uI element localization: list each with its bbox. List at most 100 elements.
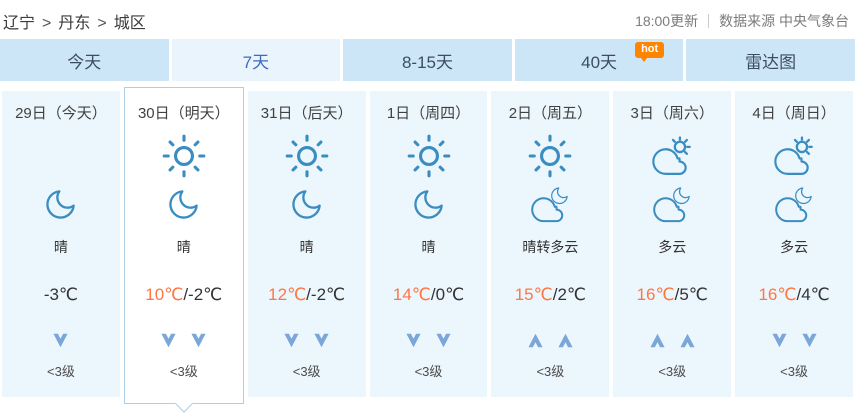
wind-arrow-up-icon [649,333,666,348]
tab-label: 40天 [581,52,618,72]
wind-arrow-up-icon [527,333,544,348]
moon-icon [292,189,321,219]
sun-icon [285,134,328,178]
day-date: 2日（周五） [508,105,593,122]
temp-separator: / [183,285,189,304]
day-date: 4日（周日） [752,105,836,122]
wind-direction-icons [248,323,366,357]
temp-low: 2℃ [557,285,587,304]
tab-label: 7天 [242,52,270,72]
weather-condition: 多云 [658,239,687,255]
weather-condition: 多云 [780,239,809,255]
weather-condition: 晴 [53,239,68,255]
cloud-moon-icon [775,186,812,222]
breadcrumb-city[interactable]: 丹东 [58,15,91,32]
tab-radar[interactable]: 雷达图 [686,39,855,81]
temp-separator: / [306,285,311,304]
wind-direction-icons [735,323,853,357]
day-weather-icon-slot [248,133,366,179]
cloud-moon-icon [653,186,690,222]
temperature: -3℃ [2,267,120,323]
wind-direction-icons [2,323,120,357]
tab-bar: 今天 7天 8-15天 40天 hot 雷达图 [0,39,855,81]
night-weather-icon-slot [613,179,731,229]
wind-level: <3级 [47,364,75,379]
temperature: 16℃/4℃ [735,267,853,323]
wind-arrow-up-icon [679,333,696,348]
temp-separator: / [430,285,436,304]
wind-level: <3级 [414,364,443,379]
divider [708,14,710,28]
temp-high: 10℃ [145,285,184,304]
weather-condition: 晴 [176,239,191,255]
temp-high: 16℃ [758,285,797,304]
day-date: 3日（周六） [630,105,714,122]
wind-direction-icons [370,323,488,357]
temp-low: 5℃ [679,285,708,304]
day-date: 31日（后天） [260,105,353,122]
wind-direction-icons [613,323,731,357]
breadcrumb: 辽宁 > 丹东 > 城区 [3,9,146,33]
breadcrumb-district[interactable]: 城区 [113,15,146,32]
tab-40day[interactable]: 40天 hot [514,39,684,81]
wind-direction-icons [491,323,609,357]
breadcrumb-separator: > [97,15,107,32]
sun-icon [407,134,450,178]
moon-icon [414,189,443,219]
forecast-day-column-31[interactable]: 31日（后天） 晴 12℃/-2℃ <3级 [247,91,366,397]
weather-condition: 晴 [421,239,436,255]
temp-separator: / [674,285,680,304]
breadcrumb-separator: > [42,15,52,32]
day-weather-icon-slot [2,133,120,179]
cloud-moon-icon [531,186,569,222]
temperature: 12℃/-2℃ [248,267,366,323]
temp-low: -3℃ [43,285,79,304]
day-weather-icon-slot [125,133,243,179]
weather-condition: 晴转多云 [522,239,579,255]
forecast-table: 29日（今天） 晴 -3℃ <3级 30日（明天） 晴 10℃/-2℃ <3级 … [0,81,855,404]
temp-separator: / [796,285,802,304]
day-weather-icon-slot [370,133,488,179]
temp-low: 4℃ [801,285,830,304]
tab-label: 8-15天 [401,52,453,72]
wind-level: <3级 [780,364,808,379]
weather-condition: 晴 [299,239,314,255]
data-source: 数据来源 中央气象台 [719,13,849,29]
wind-arrow-down-icon [801,333,818,348]
forecast-day-column-1[interactable]: 1日（周四） 晴 14℃/0℃ <3级 [369,91,488,397]
forecast-day-column-30[interactable]: 30日（明天） 晴 10℃/-2℃ <3级 [123,87,244,404]
wind-level: <3级 [658,364,687,379]
wind-arrow-down-icon [190,333,207,348]
wind-arrow-down-icon [283,333,300,348]
temperature: 16℃/5℃ [613,267,731,323]
forecast-day-column-29[interactable]: 29日（今天） 晴 -3℃ <3级 [2,91,120,397]
moon-icon [46,189,76,219]
day-weather-icon-slot [491,133,609,179]
forecast-day-column-3[interactable]: 3日（周六） 多云 16℃/5℃ <3级 [613,91,732,397]
wind-level: <3级 [292,364,321,379]
night-weather-icon-slot [248,179,366,229]
temp-high: 14℃ [392,285,431,304]
day-date: 1日（周四） [386,105,471,122]
top-bar: 辽宁 > 丹东 > 城区 18:00更新 数据来源 中央气象台 [0,0,855,39]
cloud-sun-icon [773,136,813,175]
tab-8-15day[interactable]: 8-15天 [343,39,512,81]
tab-today[interactable]: 今天 [0,39,169,81]
night-weather-icon-slot [125,179,243,229]
sun-icon [529,134,572,178]
wind-arrow-up-icon [557,333,574,348]
temp-separator: / [552,285,558,304]
wind-arrow-down-icon [405,333,422,348]
wind-arrow-down-icon [771,333,788,348]
tab-7day[interactable]: 7天 [171,39,341,81]
night-weather-icon-slot [735,179,853,229]
day-date: 29日（今天） [15,105,107,122]
forecast-day-column-4[interactable]: 4日（周日） 多云 16℃/4℃ <3级 [735,91,854,397]
update-info: 18:00更新 数据来源 中央气象台 [635,11,849,31]
wind-level: <3级 [536,364,565,379]
breadcrumb-province[interactable]: 辽宁 [3,15,36,32]
tab-label: 今天 [67,52,102,72]
night-weather-icon-slot [491,179,609,229]
forecast-day-column-2[interactable]: 2日（周五） 晴转多云 15℃/2℃ <3级 [491,91,610,397]
temp-low: -2℃ [310,285,346,304]
